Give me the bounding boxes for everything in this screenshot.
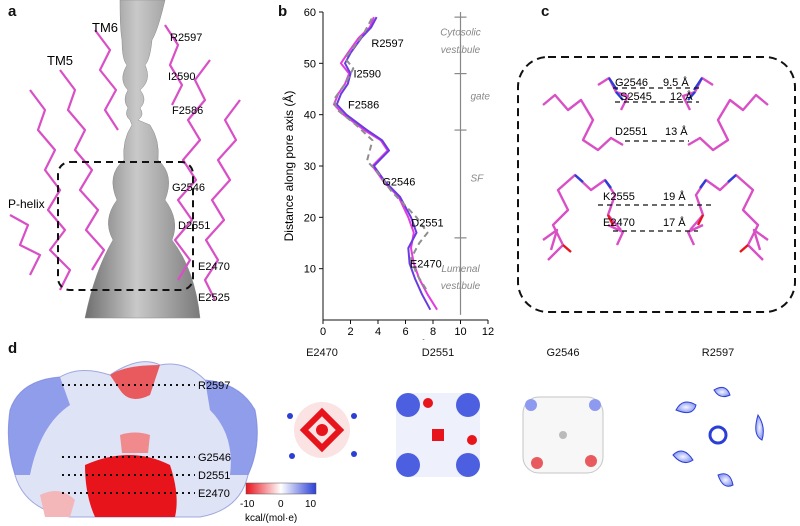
slice-title-r2597: R2597 bbox=[701, 347, 735, 359]
x-tick-label: 8 bbox=[430, 326, 436, 338]
filter-res-e2470: E2470 bbox=[603, 217, 635, 229]
y-tick-label: 30 bbox=[304, 161, 316, 173]
electrostatics-figure: R2597 G2546 D2551 E2470 -10 0 10 kcal/(m… bbox=[7, 361, 764, 524]
slice-r2597 bbox=[672, 386, 764, 487]
y-tick-label: 40 bbox=[304, 110, 316, 122]
level-d2551: D2551 bbox=[198, 470, 230, 482]
slice-title-g2546: G2546 bbox=[546, 347, 580, 359]
x-axis-label: radius (Å) bbox=[379, 338, 431, 340]
colorbar-tick-max: 10 bbox=[305, 499, 317, 510]
level-g2546: G2546 bbox=[198, 452, 231, 464]
residue-annotation: R2597 bbox=[371, 38, 403, 50]
residue-annotation: G2546 bbox=[382, 176, 415, 188]
region-label: gate bbox=[471, 91, 491, 102]
filter-res-g2546: G2546 bbox=[615, 77, 648, 89]
region-label: Lumenal bbox=[441, 264, 480, 275]
selectivity-box bbox=[57, 161, 194, 291]
pore-structure-figure: TM6 TM5 P-helix R2597 I2590 F2586 G2546 … bbox=[8, 0, 241, 319]
filter-res-s2545: S2545 bbox=[620, 91, 652, 103]
filter-dist-5: 17 Å bbox=[663, 216, 686, 229]
x-tick-label: 12 bbox=[482, 326, 494, 338]
residue-f2586: F2586 bbox=[172, 105, 203, 117]
region-label-line2: vestibule bbox=[441, 281, 481, 292]
colorbar-tick-min: -10 bbox=[240, 499, 255, 510]
x-tick-label: 10 bbox=[454, 326, 466, 338]
residue-g2546: G2546 bbox=[172, 182, 205, 194]
filter-frame bbox=[517, 56, 796, 313]
region-label: SF bbox=[471, 173, 485, 184]
panel-d-label: d bbox=[8, 340, 18, 357]
y-tick-label: 50 bbox=[304, 58, 316, 70]
panel-d: d R2597 bbox=[0, 335, 800, 526]
x-tick-label: 6 bbox=[402, 326, 408, 338]
side-view-surface bbox=[7, 361, 258, 518]
residue-annotation: D2551 bbox=[411, 217, 443, 229]
level-r2597: R2597 bbox=[198, 380, 230, 392]
filter-dist-4: 19 Å bbox=[663, 190, 686, 203]
residue-annotation: E2470 bbox=[410, 259, 442, 271]
pore-radius-chart: 0 2 4 6 8 10 12 10 20 30 40 50 60 radius (Å) Distance … bbox=[281, 7, 494, 340]
level-e2470: E2470 bbox=[198, 488, 230, 500]
slice-e2470 bbox=[287, 402, 357, 459]
tm5-label: TM5 bbox=[47, 53, 73, 68]
slice-title-d2551: D2551 bbox=[421, 347, 455, 359]
helix-backbone bbox=[9, 24, 241, 301]
region-label-line2: vestibule bbox=[441, 45, 481, 56]
residue-annotation: F2586 bbox=[348, 99, 379, 111]
residue-r2597: R2597 bbox=[170, 32, 202, 44]
x-tick-label: 0 bbox=[320, 326, 326, 338]
panel-b: b 0 2 4 6 8 10 12 10 20 30 40 50 60 radius (Å) Distanc… bbox=[258, 0, 508, 340]
filter-sticks bbox=[542, 76, 769, 261]
slice-title-e2470: E2470 bbox=[306, 347, 338, 359]
y-axis-label: Distance along pore axis (Å) bbox=[281, 91, 296, 242]
panel-a: a TM6 TM5 P-helix R2597 I2590 F2586 G254… bbox=[0, 0, 250, 320]
tm6-label: TM6 bbox=[92, 20, 118, 35]
series-line-2 bbox=[333, 16, 429, 290]
filter-dist-3: 13 Å bbox=[665, 125, 688, 138]
panel-b-label: b bbox=[278, 3, 288, 20]
phelix-label: P-helix bbox=[8, 197, 45, 211]
y-tick-label: 20 bbox=[304, 212, 316, 224]
colorbar bbox=[245, 482, 317, 495]
selectivity-filter-figure: G2546 9.5 Å S2545 12 Å D2551 13 Å K2555 … bbox=[517, 56, 796, 313]
colorbar-unit: kcal/(mol·e) bbox=[245, 513, 297, 524]
panel-a-label: a bbox=[8, 3, 17, 20]
residue-d2551: D2551 bbox=[178, 220, 210, 232]
x-tick-label: 2 bbox=[347, 326, 353, 338]
filter-res-d2551: D2551 bbox=[615, 126, 647, 138]
filter-dist-1: 9.5 Å bbox=[663, 76, 689, 89]
region-label: Cytosolic bbox=[440, 28, 481, 39]
residue-e2470: E2470 bbox=[198, 261, 230, 273]
slice-d2551 bbox=[396, 393, 480, 477]
y-tick-label: 60 bbox=[304, 7, 316, 19]
slice-g2546 bbox=[522, 396, 604, 474]
y-tick-label: 10 bbox=[304, 264, 316, 276]
pore-surface bbox=[84, 0, 201, 319]
colorbar-tick-mid: 0 bbox=[278, 499, 284, 510]
residue-e2525: E2525 bbox=[198, 292, 230, 304]
level-lines bbox=[62, 384, 195, 494]
x-tick-label: 4 bbox=[375, 326, 381, 338]
filter-res-k2555: K2555 bbox=[603, 191, 635, 203]
panel-c-label: c bbox=[541, 3, 550, 20]
distance-lines bbox=[598, 87, 713, 232]
residue-i2590: I2590 bbox=[168, 71, 196, 83]
filter-dist-2: 12 Å bbox=[670, 90, 693, 103]
residue-annotation: I2590 bbox=[354, 69, 382, 81]
panel-c: c G2546 9.5 Å S2545 12 bbox=[513, 0, 800, 320]
